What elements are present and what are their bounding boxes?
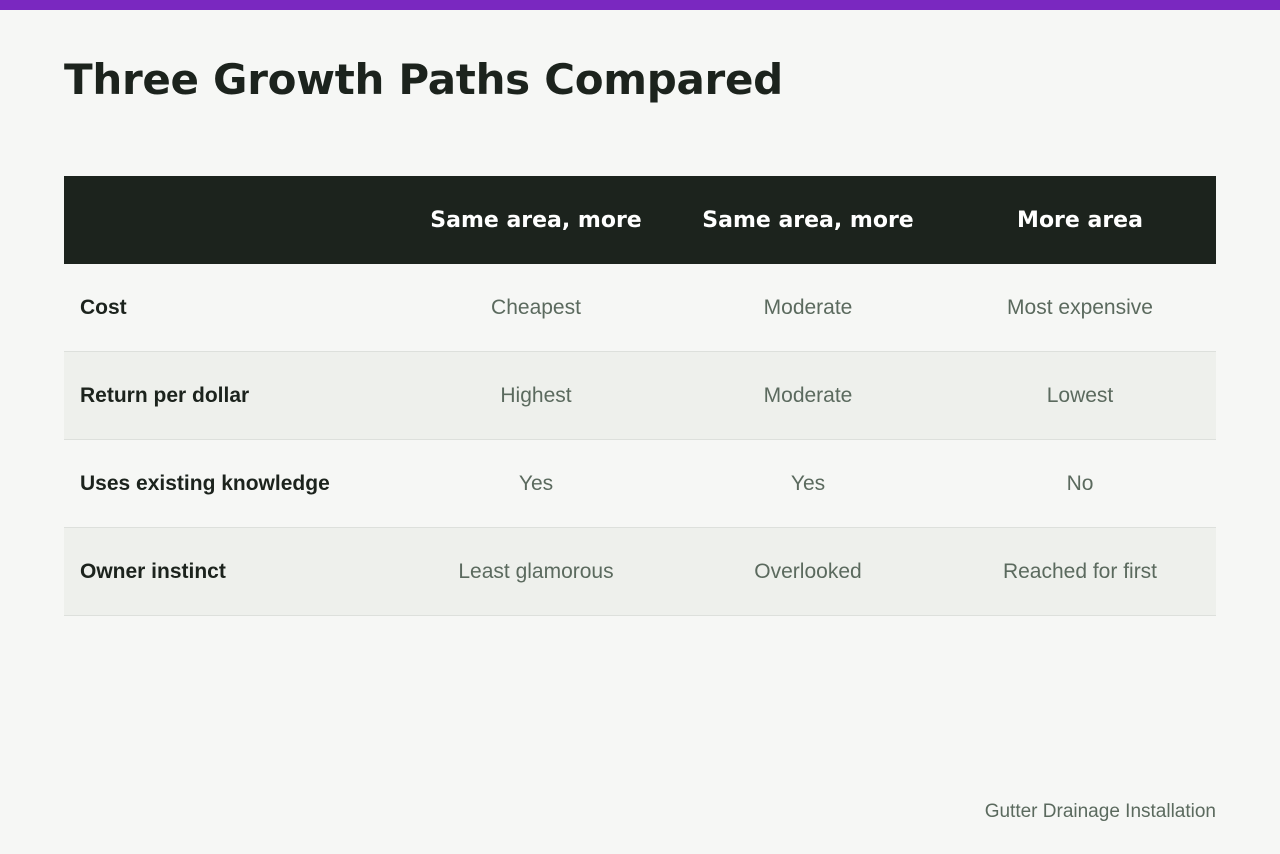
row-label: Return per dollar [64, 351, 400, 440]
table-cell: Cheapest [400, 264, 672, 352]
table-cell: Lowest [944, 351, 1216, 440]
table-cell: Highest [400, 351, 672, 440]
table-header: Same area, more Same area, more More are… [64, 176, 1216, 264]
top-accent-bar [0, 0, 1280, 10]
page-title: Three Growth Paths Compared [64, 55, 783, 104]
table-cell: Least glamorous [400, 527, 672, 616]
header-cell-same-area-more-1: Same area, more [400, 176, 672, 264]
table-cell: Reached for first [944, 527, 1216, 616]
table-cell: Moderate [672, 264, 944, 352]
table-cell: Yes [400, 439, 672, 528]
header-row: Same area, more Same area, more More are… [64, 176, 1216, 264]
table-cell: No [944, 439, 1216, 528]
header-cell-more-area: More area [944, 176, 1216, 264]
row-label: Cost [64, 264, 400, 352]
row-label: Owner instinct [64, 527, 400, 616]
table-row: Uses existing knowledge Yes Yes No [64, 439, 1216, 528]
header-cell-empty [64, 176, 400, 264]
table-cell: Most expensive [944, 264, 1216, 352]
table-row: Return per dollar Highest Moderate Lowes… [64, 351, 1216, 440]
table-row: Cost Cheapest Moderate Most expensive [64, 264, 1216, 352]
header-cell-same-area-more-2: Same area, more [672, 176, 944, 264]
footer-caption: Gutter Drainage Installation [984, 801, 1216, 822]
table-cell: Yes [672, 439, 944, 528]
table-body: Cost Cheapest Moderate Most expensive Re… [64, 264, 1216, 616]
table-cell: Overlooked [672, 527, 944, 616]
row-label: Uses existing knowledge [64, 439, 400, 528]
table-cell: Moderate [672, 351, 944, 440]
table-row: Owner instinct Least glamorous Overlooke… [64, 527, 1216, 616]
comparison-table: Same area, more Same area, more More are… [64, 176, 1216, 616]
